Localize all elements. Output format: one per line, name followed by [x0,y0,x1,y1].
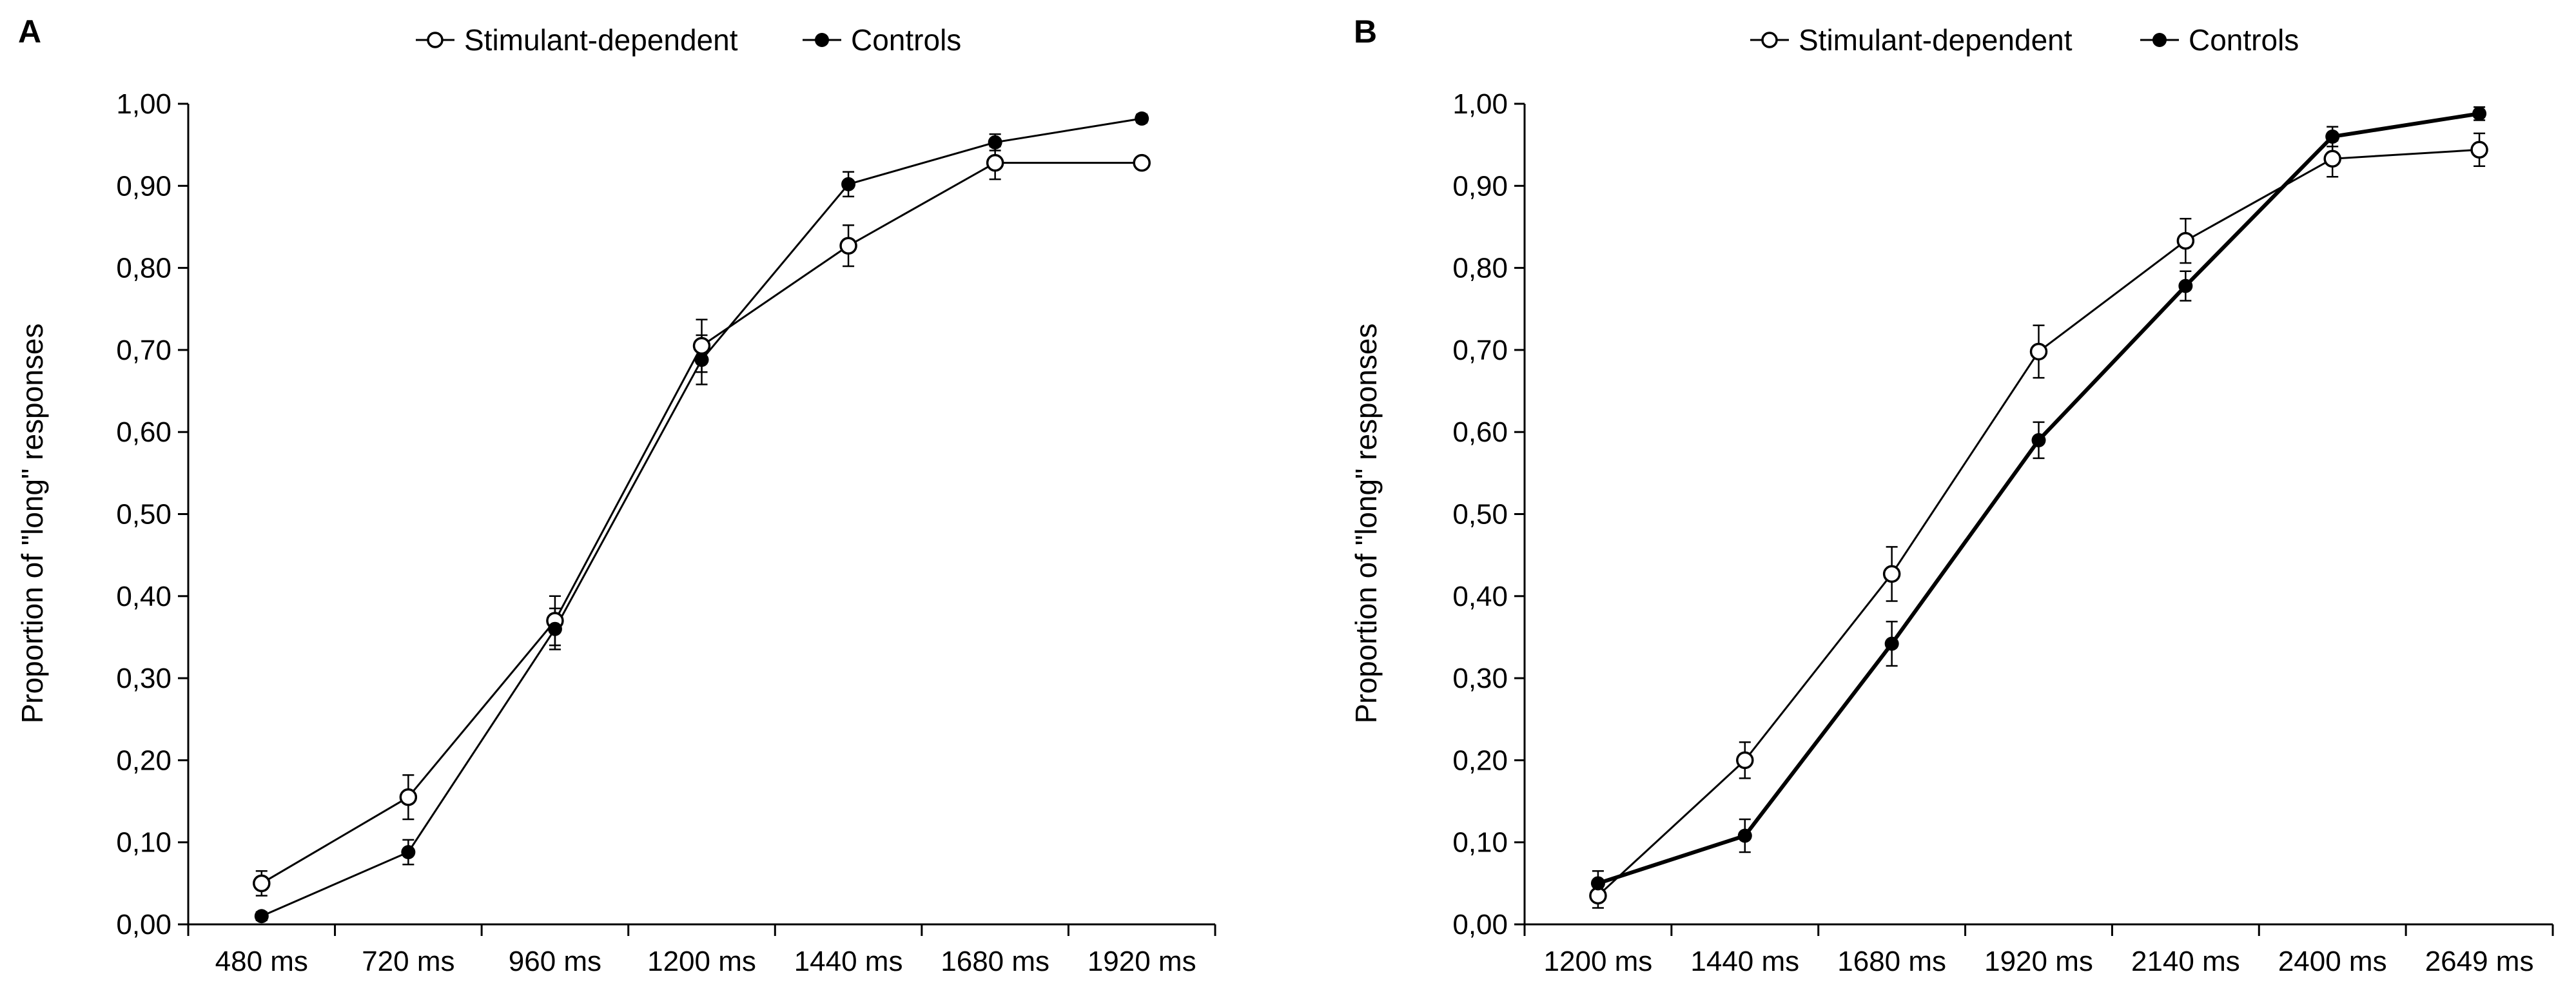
data-point-controls-a [401,844,416,859]
y-tick-label-a: 0,90 [116,170,171,202]
series-line-controls-a [261,117,1142,917]
y-tick-label-a: 1,00 [116,88,171,120]
legend-a: Stimulant-dependent Controls [416,23,961,57]
y-tick-label-b: 0,80 [1452,253,1508,284]
y-tick-label-b: 0,00 [1452,909,1508,940]
y-axis-title-b: Proportion of "long" responses [1349,324,1383,724]
data-point-stimulant-b [2176,231,2195,250]
data-point-controls-a [694,353,709,367]
panel-letter-b: B [1354,14,1377,50]
x-tick-label-b: 1680 ms [1837,946,1946,977]
legend-label-stimulant-b: Stimulant-dependent [1799,23,2073,57]
y-tick-label-b: 0,50 [1452,499,1508,531]
legend-label-controls-a: Controls [851,23,961,57]
data-point-controls-b [2325,129,2340,144]
y-tick-label-a: 0,50 [116,499,171,531]
legend-b: Stimulant-dependent Controls [1750,23,2299,57]
data-point-stimulant-a [1133,153,1151,172]
y-tick-label-a: 0,10 [116,827,171,859]
data-point-stimulant-a [399,788,418,806]
x-tick-label-b: 2140 ms [2131,946,2240,977]
y-axis-title-a: Proportion of "long" responses [15,324,49,724]
x-tick-label-b: 1440 ms [1690,946,1799,977]
y-tick-label-b: 0,10 [1452,827,1508,859]
panel-a: A Stimulant-dependent Controls Proportio… [15,14,1216,977]
data-point-controls-b [2472,106,2487,121]
x-tick-label-a: 1920 ms [1088,946,1196,977]
y-tick-label-a: 0,40 [116,581,171,612]
data-point-stimulant-a [986,153,1004,172]
data-point-controls-b [1884,636,1899,651]
legend-marker-controls-b [2152,33,2167,47]
series-line-stimulant-a [261,162,1142,884]
data-point-stimulant-b [1882,565,1901,583]
y-tick-label-b: 0,20 [1452,745,1508,776]
data-point-stimulant-b [2470,141,2488,159]
x-tick-label-a: 1200 ms [647,946,756,977]
data-point-stimulant-b [2323,150,2341,168]
panel-letter-a: A [18,14,41,50]
data-point-controls-a [547,621,562,636]
y-tick-label-b: 0,60 [1452,416,1508,448]
legend-label-controls-b: Controls [2189,23,2299,57]
data-point-stimulant-a [692,336,711,355]
y-tick-label-b: 1,00 [1452,88,1508,120]
data-point-controls-a [988,135,1002,150]
data-point-stimulant-a [253,874,271,893]
y-tick-label-a: 0,20 [116,745,171,776]
y-tick-label-a: 0,30 [116,663,171,694]
y-tick-label-b: 0,40 [1452,581,1508,612]
data-point-controls-a [1135,111,1149,126]
data-point-controls-b [1590,876,1605,891]
x-tick-label-a: 1440 ms [794,946,903,977]
x-tick-label-b: 1200 ms [1544,946,1653,977]
x-tick-label-a: 720 ms [362,946,454,977]
x-tick-label-b: 2400 ms [2278,946,2387,977]
data-point-stimulant-a [839,237,857,255]
x-tick-label-b: 2649 ms [2425,946,2534,977]
y-tick-label-a: 0,70 [116,335,171,366]
x-tick-label-a: 1680 ms [941,946,1049,977]
y-tick-label-b: 0,30 [1452,663,1508,694]
x-tick-label-a: 480 ms [215,946,308,977]
data-point-controls-a [254,909,269,924]
y-tick-label-a: 0,80 [116,253,171,284]
y-tick-label-a: 0,00 [116,909,171,940]
x-tick-label-a: 960 ms [509,946,601,977]
legend-marker-stimulant-b [1761,32,1778,48]
data-point-controls-b [2178,278,2193,293]
legend-label-stimulant-a: Stimulant-dependent [464,23,738,57]
data-point-controls-a [841,177,856,191]
legend-marker-controls-a [815,33,829,47]
y-tick-label-a: 0,60 [116,416,171,448]
x-tick-label-b: 1920 ms [1984,946,2093,977]
y-tick-label-b: 0,70 [1452,335,1508,366]
data-point-controls-b [2031,433,2046,447]
legend-marker-stimulant-a [427,32,444,48]
series-line-stimulant-b [1597,148,2480,897]
panel-b: B Stimulant-dependent Controls Proportio… [1349,14,2554,977]
data-point-stimulant-b [2029,342,2048,361]
y-tick-label-b: 0,90 [1452,170,1508,202]
data-point-controls-b [1737,828,1752,843]
series-line-controls-b [1597,112,2480,886]
data-point-stimulant-b [1736,751,1754,770]
